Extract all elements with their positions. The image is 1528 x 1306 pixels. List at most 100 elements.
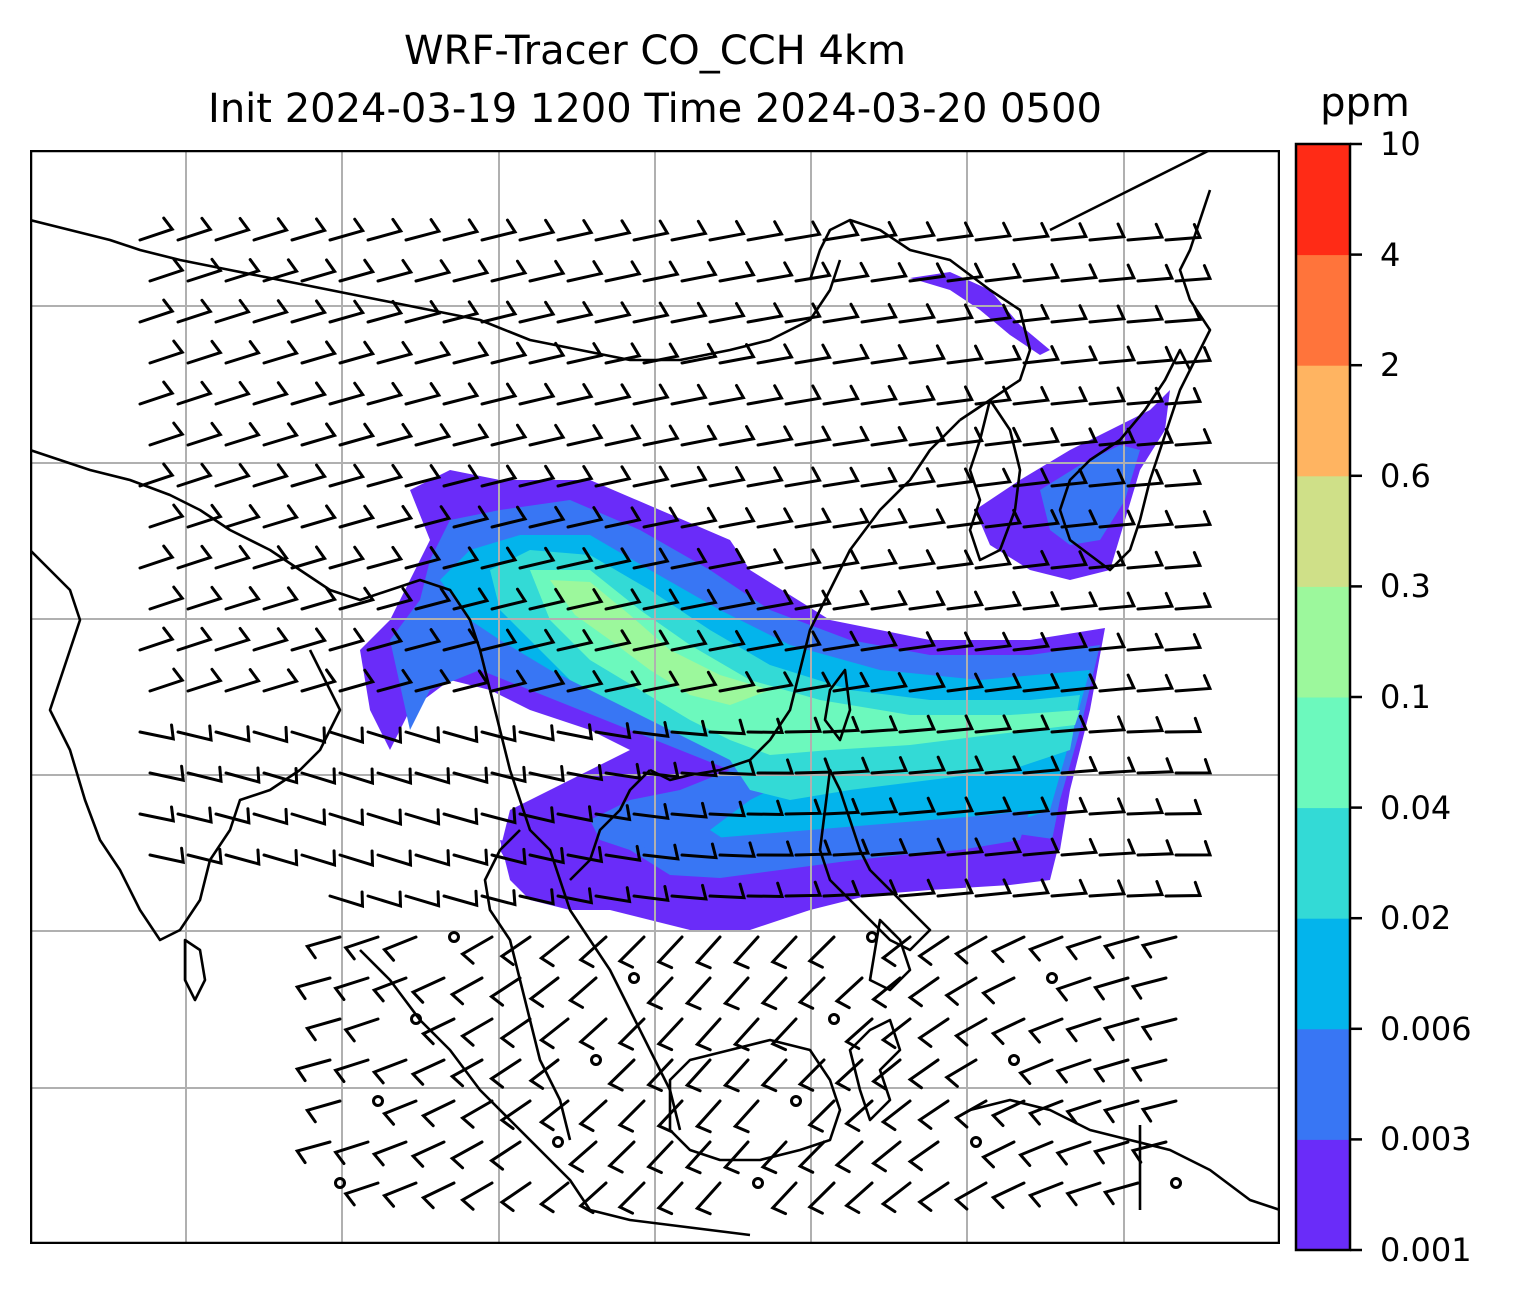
wind-barb bbox=[646, 976, 674, 1011]
wind-barb bbox=[366, 299, 404, 324]
wind-barb bbox=[442, 300, 480, 324]
wind-barb bbox=[566, 588, 604, 611]
wind-barb bbox=[294, 1058, 332, 1083]
wind-barb bbox=[642, 670, 680, 693]
wind-barb bbox=[404, 628, 442, 652]
wind-barb bbox=[224, 422, 261, 447]
wind-barb bbox=[290, 217, 328, 242]
wind-barb bbox=[328, 726, 365, 745]
wind-barb bbox=[1102, 935, 1140, 960]
wind-barb bbox=[404, 218, 442, 242]
wind-barb bbox=[1012, 385, 1051, 406]
colorbar-segment bbox=[1296, 586, 1350, 698]
wind-barb bbox=[518, 628, 556, 652]
wind-barb bbox=[646, 1140, 674, 1175]
wind-barb bbox=[452, 259, 490, 283]
wind-barb bbox=[680, 588, 718, 611]
wind-barb bbox=[797, 1058, 826, 1092]
wind-barb bbox=[1060, 591, 1099, 611]
wind-barb bbox=[414, 669, 452, 693]
wind-barb bbox=[138, 216, 175, 242]
wind-barb bbox=[262, 504, 299, 529]
wind-barb bbox=[1012, 878, 1051, 898]
wind-barb bbox=[936, 303, 974, 324]
wind-barb bbox=[186, 421, 223, 447]
wind-barb bbox=[908, 837, 947, 857]
wind-barb bbox=[1136, 263, 1175, 283]
wind-barb bbox=[946, 672, 984, 693]
wind-barb bbox=[490, 259, 528, 283]
wind-barb bbox=[1098, 263, 1137, 283]
wind-barb bbox=[1136, 591, 1175, 611]
wind-barb bbox=[746, 384, 784, 406]
wind-barb bbox=[300, 504, 338, 529]
wind-barb bbox=[499, 1017, 532, 1049]
wind-barb bbox=[870, 590, 908, 611]
wind-barb bbox=[442, 807, 479, 826]
wind-barb bbox=[480, 725, 517, 743]
wind-barb bbox=[822, 879, 861, 898]
wind-barb bbox=[556, 301, 594, 324]
wind-barb bbox=[459, 1099, 494, 1129]
wind-barb bbox=[1060, 345, 1099, 365]
wind-barb bbox=[1098, 756, 1137, 775]
wind-barb bbox=[1055, 976, 1092, 1002]
wind-barb bbox=[578, 1099, 608, 1133]
wind-barb bbox=[1164, 387, 1203, 406]
wind-barb bbox=[604, 844, 642, 862]
wind-barb bbox=[488, 1140, 522, 1171]
wind-barb bbox=[566, 260, 604, 283]
wind-barb bbox=[404, 382, 442, 406]
wind-barb bbox=[566, 763, 604, 782]
wind-barb bbox=[376, 586, 414, 611]
wind-barb bbox=[300, 258, 338, 283]
wind-barb bbox=[410, 976, 446, 1004]
wind-barb bbox=[518, 382, 556, 406]
wind-barb bbox=[784, 302, 822, 324]
wind-barb bbox=[974, 221, 1013, 242]
wind-barb bbox=[708, 384, 746, 406]
wind-barb bbox=[718, 343, 756, 365]
wind-barb bbox=[556, 805, 594, 823]
wind-barb bbox=[908, 262, 946, 283]
wind-barb bbox=[214, 381, 251, 406]
wind-barb bbox=[214, 217, 251, 242]
wind-barb bbox=[1022, 263, 1061, 283]
calm-wind-marker bbox=[752, 1177, 764, 1189]
wind-barb bbox=[604, 424, 642, 447]
wind-barb bbox=[252, 299, 289, 324]
wind-barb bbox=[1174, 510, 1213, 529]
wind-barb bbox=[694, 935, 722, 970]
wind-barb bbox=[990, 1181, 1026, 1210]
wind-barb bbox=[632, 465, 670, 488]
wind-barb bbox=[1060, 263, 1099, 283]
wind-barb bbox=[684, 1058, 712, 1093]
wind-barb bbox=[1102, 1181, 1140, 1206]
wind-barb bbox=[176, 806, 213, 824]
wind-barb bbox=[680, 760, 718, 778]
wind-barb bbox=[646, 1058, 674, 1093]
wind-barb bbox=[871, 1140, 902, 1173]
wind-barb bbox=[832, 507, 870, 529]
wind-barb bbox=[224, 848, 261, 866]
wind-barb bbox=[984, 426, 1023, 447]
wind-barb bbox=[953, 1181, 988, 1211]
wind-barb bbox=[832, 589, 870, 611]
wind-barb bbox=[490, 847, 527, 866]
wind-barb bbox=[224, 340, 261, 365]
wind-barb bbox=[946, 755, 985, 775]
wind-barb bbox=[860, 797, 899, 816]
wind-barb bbox=[632, 721, 670, 738]
wind-barb bbox=[300, 422, 338, 447]
wind-barb bbox=[148, 846, 185, 865]
wind-barb bbox=[832, 756, 871, 775]
wind-barb bbox=[1126, 632, 1165, 652]
wind-barb bbox=[974, 878, 1013, 898]
wind-barb bbox=[946, 837, 985, 857]
colorbar-segment bbox=[1296, 697, 1350, 809]
wind-barb bbox=[718, 759, 757, 776]
wind-barb bbox=[680, 424, 718, 447]
wind-barb bbox=[499, 935, 532, 967]
wind-barb bbox=[252, 725, 289, 744]
colorbar-tick-label: 0.1 bbox=[1380, 678, 1431, 716]
